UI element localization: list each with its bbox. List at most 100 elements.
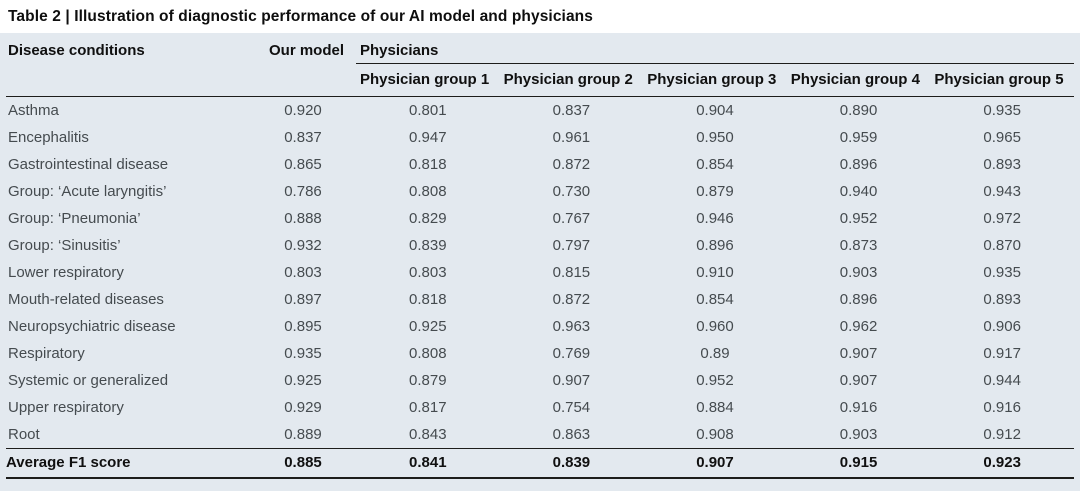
our-model-value-cell: 0.837 <box>284 128 322 146</box>
disease-condition-cell: Asthma <box>8 101 59 119</box>
physician-group-4-value-cell: 0.952 <box>839 209 878 227</box>
our-model-value-cell: 0.920 <box>284 101 322 119</box>
disease-condition-cell: Neuropsychiatric disease <box>8 317 176 335</box>
our-model-value-cell: 0.888 <box>284 209 322 227</box>
physician-group-3-value-cell: 0.960 <box>696 317 734 335</box>
average-our-model-value: 0.885 <box>250 447 356 479</box>
average-group-3-value: 0.907 <box>643 447 787 479</box>
table-row: Group: ‘Acute laryngitis’ 0.786 0.808 0.730… <box>6 178 1074 205</box>
average-row-label: Average F1 score <box>6 447 250 479</box>
physician-group-1-value-cell: 0.839 <box>409 236 447 254</box>
physician-group-5-value-cell: 0.944 <box>983 371 1021 389</box>
column-header-physician-group-1: Physician group 1 <box>356 63 500 97</box>
physician-group-2-value-cell: 0.863 <box>552 425 591 443</box>
physician-group-4-value-cell: 0.959 <box>839 128 878 146</box>
average-group-2-value: 0.839 <box>499 447 644 479</box>
physician-group-3-value-cell: 0.952 <box>696 371 734 389</box>
physician-group-1-value-cell: 0.879 <box>409 371 447 389</box>
diagnostic-performance-table: Disease conditions Our model Physicians … <box>6 33 1075 479</box>
physician-group-1-value-cell: 0.829 <box>409 209 447 227</box>
column-group-header-physicians: Physicians <box>356 33 1075 64</box>
header-row-groups: Physician group 1 Physician group 2 Phys… <box>6 63 1075 97</box>
table-caption-band: Table 2 | Illustration of diagnostic per… <box>0 0 1080 33</box>
physician-group-3-value-cell: 0.89 <box>700 344 730 362</box>
physician-group-2-value-cell: 0.797 <box>552 236 591 254</box>
physician-group-3-value-cell: 0.854 <box>696 290 734 308</box>
physician-group-3-value-cell: 0.946 <box>696 209 734 227</box>
table-body: Asthma 0.920 0.801 0.837 0.904 0.890 0.935 Ence… <box>6 96 1074 448</box>
physician-group-4-value-cell: 0.896 <box>839 290 878 308</box>
physician-group-4-value-cell: 0.903 <box>839 425 878 443</box>
column-header-physician-group-2: Physician group 2 <box>499 63 644 97</box>
physician-group-4-value-cell: 0.903 <box>839 263 878 281</box>
physician-group-4-value-cell: 0.907 <box>839 371 878 389</box>
table-row: Neuropsychiatric disease 0.895 0.925 0.963 0… <box>6 313 1074 340</box>
our-model-value-cell: 0.895 <box>284 317 322 335</box>
average-group-1-value: 0.841 <box>356 447 500 479</box>
table-footer: Average F1 score 0.885 0.841 0.839 0.907… <box>6 447 1075 479</box>
our-model-value-cell: 0.897 <box>284 290 322 308</box>
physician-group-5-value-cell: 0.935 <box>983 101 1021 119</box>
physician-group-3-value-cell: 0.879 <box>696 182 734 200</box>
table-row: Encephalitis 0.837 0.947 0.961 0.950 0.959 0.9… <box>6 124 1074 151</box>
physician-group-1-value-cell: 0.803 <box>409 263 447 281</box>
our-model-value-cell: 0.929 <box>284 398 322 416</box>
physician-group-3-value-cell: 0.908 <box>696 425 734 443</box>
our-model-value-cell: 0.925 <box>284 371 322 389</box>
physician-group-3-value-cell: 0.904 <box>696 101 734 119</box>
disease-condition-cell: Root <box>8 425 40 443</box>
our-model-value-cell: 0.935 <box>284 344 322 362</box>
physician-group-1-value-cell: 0.808 <box>409 344 447 362</box>
physician-group-1-value-cell: 0.817 <box>409 398 447 416</box>
our-model-value-cell: 0.889 <box>284 425 322 443</box>
physician-group-5-value-cell: 0.965 <box>983 128 1021 146</box>
table-row: Upper respiratory 0.929 0.817 0.754 0.884 0.9… <box>6 394 1074 421</box>
physician-group-1-value-cell: 0.818 <box>409 155 447 173</box>
physician-group-5-value-cell: 0.912 <box>983 425 1021 443</box>
physician-group-5-value-cell: 0.916 <box>983 398 1021 416</box>
table-row: Respiratory 0.935 0.808 0.769 0.89 0.907 0.917 <box>6 340 1074 367</box>
table-title: Table 2 | Illustration of diagnostic per… <box>8 7 593 25</box>
table-background-panel: Disease conditions Our model Physicians … <box>0 33 1080 491</box>
average-group-4-value: 0.915 <box>786 447 931 479</box>
physician-group-4-value-cell: 0.962 <box>839 317 878 335</box>
disease-condition-cell: Systemic or generalized <box>8 371 169 389</box>
physician-group-3-value-cell: 0.854 <box>696 155 734 173</box>
physician-group-4-value-cell: 0.873 <box>839 236 878 254</box>
disease-condition-cell: Encephalitis <box>8 128 89 146</box>
average-f1-row: Average F1 score 0.885 0.841 0.839 0.907… <box>6 447 1075 479</box>
physician-group-5-value-cell: 0.943 <box>983 182 1021 200</box>
physician-group-1-value-cell: 0.818 <box>409 290 447 308</box>
column-header-our-model: Our model <box>250 33 356 97</box>
disease-condition-cell: Group: ‘Pneumonia’ <box>8 209 141 227</box>
physician-group-3-value-cell: 0.884 <box>696 398 734 416</box>
table-row: Root 0.889 0.843 0.863 0.908 0.903 0.912 <box>6 421 1074 449</box>
physician-group-3-value-cell: 0.896 <box>696 236 734 254</box>
physician-group-2-value-cell: 0.767 <box>552 209 591 227</box>
physician-group-2-value-cell: 0.815 <box>552 263 591 281</box>
table-row: Mouth-related diseases 0.897 0.818 0.872 0.8… <box>6 286 1074 313</box>
column-header-disease-conditions: Disease conditions <box>6 33 250 97</box>
physician-group-2-value-cell: 0.907 <box>552 371 591 389</box>
physician-group-2-value-cell: 0.769 <box>552 344 591 362</box>
physician-group-4-value-cell: 0.916 <box>839 398 878 416</box>
physician-group-5-value-cell: 0.893 <box>983 290 1021 308</box>
physician-group-1-value-cell: 0.843 <box>409 425 447 443</box>
physician-group-1-value-cell: 0.801 <box>409 101 447 119</box>
table-row: Group: ‘Pneumonia’ 0.888 0.829 0.767 0.946 0.… <box>6 205 1074 232</box>
table-row: Asthma 0.920 0.801 0.837 0.904 0.890 0.935 <box>6 96 1074 124</box>
physician-group-1-value-cell: 0.808 <box>409 182 447 200</box>
disease-condition-cell: Respiratory <box>8 344 85 362</box>
header-row-top: Disease conditions Our model Physicians <box>6 33 1075 97</box>
disease-condition-cell: Mouth-related diseases <box>8 290 164 308</box>
table-row: Systemic or generalized 0.925 0.879 0.907 0.… <box>6 367 1074 394</box>
physician-group-2-value-cell: 0.837 <box>552 101 591 119</box>
physician-group-1-value-cell: 0.947 <box>409 128 447 146</box>
disease-condition-cell: Group: ‘Sinusitis’ <box>8 236 121 254</box>
physician-group-3-value-cell: 0.950 <box>696 128 734 146</box>
column-header-physician-group-3: Physician group 3 <box>643 63 787 97</box>
physician-group-4-value-cell: 0.896 <box>839 155 878 173</box>
physician-group-5-value-cell: 0.917 <box>983 344 1021 362</box>
physician-group-5-value-cell: 0.935 <box>983 263 1021 281</box>
